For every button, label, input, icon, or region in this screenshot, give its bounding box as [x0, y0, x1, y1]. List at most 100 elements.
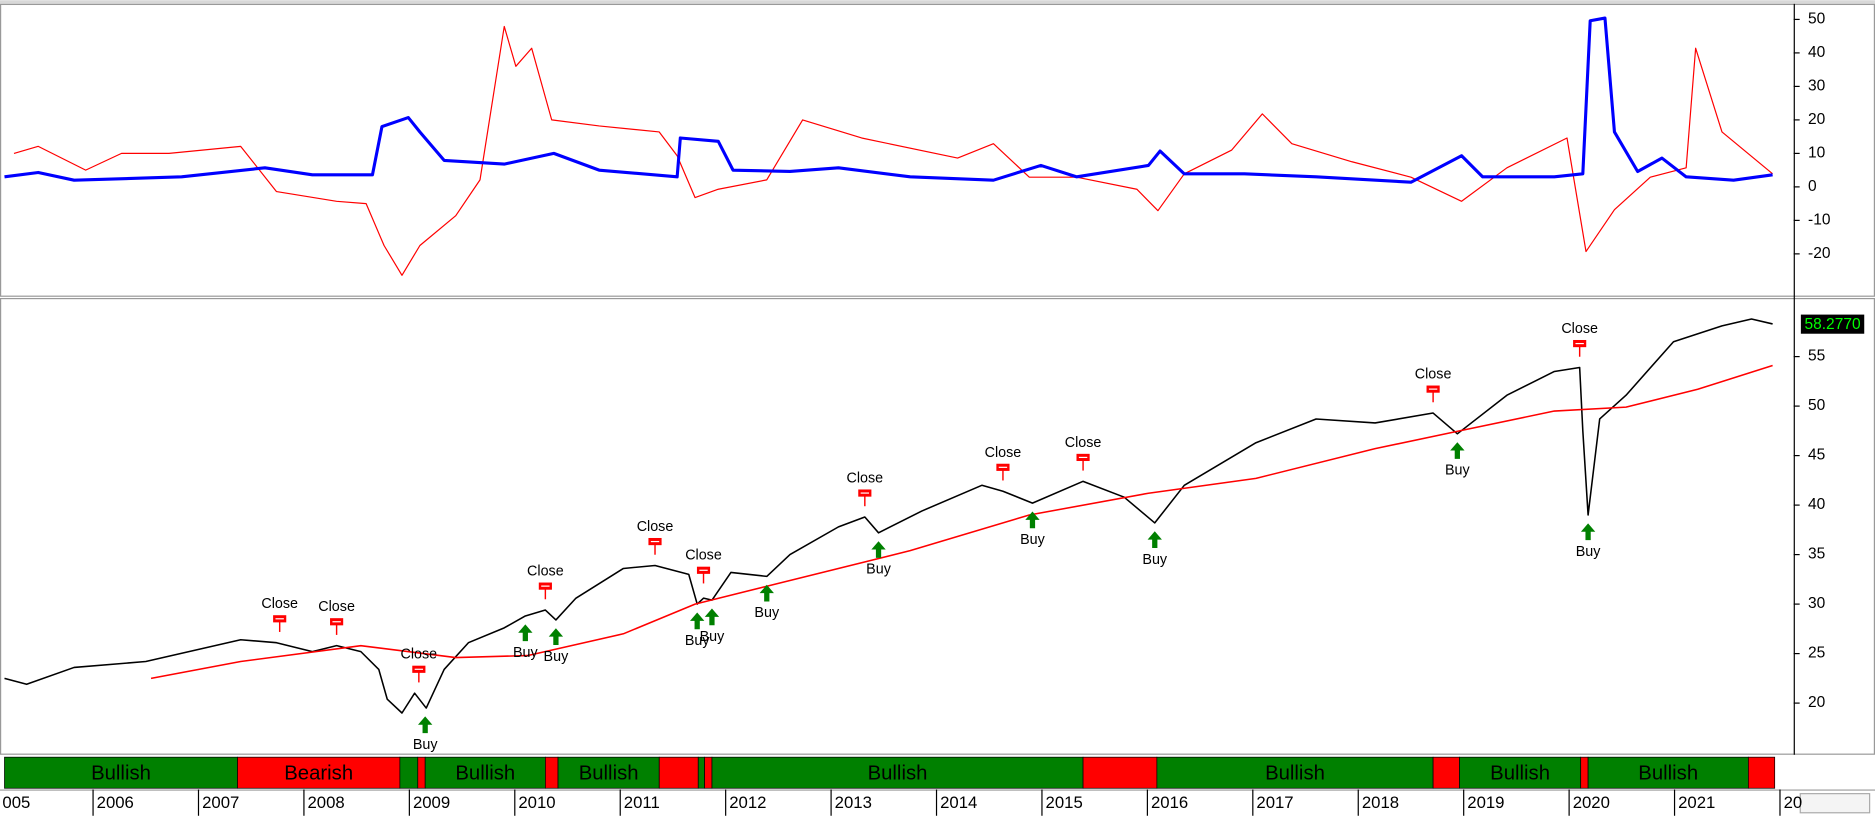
series-group [4, 318, 1773, 714]
scroll-box [1799, 793, 1871, 814]
x-tick-label: 2011 [624, 793, 660, 812]
x-tick-label: 2017 [1256, 793, 1293, 812]
signal-label: Close [261, 596, 298, 612]
signal-label: Buy [544, 649, 570, 665]
top-strip [0, 0, 1875, 4]
series-group [4, 16, 1773, 276]
y-tick-label: -10 [1808, 211, 1831, 228]
signal-label: Buy [413, 737, 439, 753]
regime-label: Bearish [284, 762, 353, 784]
regime-band [1432, 756, 1460, 789]
regime-band [704, 756, 713, 789]
x-tick-label: 2012 [729, 793, 766, 812]
regime-band [557, 756, 660, 789]
regime-label: Bullish [1265, 762, 1325, 784]
signal-label: Buy [1576, 544, 1602, 560]
regime-band [1082, 756, 1158, 789]
regime-label: Bullish [1490, 762, 1550, 784]
buy-arrow [518, 624, 533, 642]
signal-label: Buy [866, 562, 892, 578]
regime-band [697, 756, 705, 789]
series-line [13, 25, 1773, 276]
signal-label: Buy [513, 645, 539, 661]
x-tick-label: 2019 [1467, 793, 1504, 812]
regime-band [399, 756, 419, 789]
x-tick-label: 005 [2, 793, 30, 812]
signal-label: Buy [1020, 532, 1046, 548]
y-tick-label: 25 [1808, 645, 1825, 662]
regime-band [417, 756, 426, 789]
regime-band [1587, 756, 1749, 789]
signal-label: Close [847, 470, 884, 486]
buy-arrow [1450, 442, 1465, 459]
regime-label: Bullish [91, 762, 151, 784]
buy-arrow [759, 584, 774, 602]
regime-band [711, 756, 1084, 789]
y-tick-label: 35 [1808, 546, 1825, 563]
regime-band [1156, 756, 1434, 789]
x-tick-label: 2018 [1362, 793, 1399, 812]
signal-label: Close [527, 564, 564, 580]
x-tick-label: 2009 [413, 793, 450, 812]
y-tick-label: 45 [1808, 447, 1825, 464]
signal-label: Close [401, 647, 438, 663]
signal-label: Buy [1142, 552, 1168, 568]
buy-arrow [548, 628, 564, 646]
regime-band [1459, 756, 1582, 789]
y-tick-label: 50 [1808, 397, 1826, 414]
y-tick-label: 20 [1808, 111, 1826, 128]
regime-band [658, 756, 699, 789]
x-tick-label: 20 [1784, 793, 1803, 812]
regime-label: Bullish [455, 762, 515, 784]
signal-label: Close [985, 445, 1022, 461]
regime-label: Bullish [579, 762, 639, 784]
series-line [4, 16, 1773, 184]
buy-arrow [871, 541, 886, 558]
y-tick-label: 20 [1808, 694, 1826, 711]
y-tick-label: 50 [1808, 11, 1826, 28]
signal-label: Buy [754, 605, 780, 621]
series-line [4, 318, 1773, 714]
signal-label: Close [1415, 367, 1452, 383]
bottom-panel-frame [0, 297, 1875, 755]
y-tick-label: 40 [1808, 496, 1826, 513]
signal-label: Close [1561, 321, 1598, 337]
regime-band [424, 756, 546, 789]
x-tick-label: 2014 [940, 793, 977, 812]
regime-label: Bullish [1638, 762, 1698, 784]
signal-label: Buy [1445, 463, 1471, 479]
y-tick-label: 40 [1808, 44, 1826, 61]
last-value-box [1800, 314, 1865, 334]
x-tick-label: 2020 [1573, 793, 1610, 812]
top-panel-frame [0, 3, 1875, 297]
signal-label: Close [685, 548, 722, 564]
x-tick-label: 2007 [202, 793, 239, 812]
y-tick-label: 10 [1808, 145, 1826, 162]
signal-label: Close [1065, 435, 1102, 451]
y-tick-label: 0 [1808, 178, 1817, 195]
signal-label: Buy [685, 633, 711, 649]
signal-label: Close [318, 599, 355, 615]
y-tick-label: -20 [1808, 245, 1831, 262]
signal-label: Buy [700, 629, 726, 645]
buy-arrow [418, 716, 433, 734]
x-tick-label: 2013 [835, 793, 872, 812]
series-line [150, 364, 1773, 680]
regime-band [4, 756, 238, 789]
x-tick-label: 2015 [1046, 793, 1083, 812]
x-tick-label: 2006 [97, 793, 134, 812]
buy-arrow [1025, 511, 1040, 529]
last-value-label: 58.2770 [1804, 316, 1861, 333]
signal-label: Close [637, 519, 674, 535]
regime-band [1580, 756, 1589, 789]
regime-label: Bullish [868, 762, 928, 784]
regime-band [1747, 756, 1776, 789]
x-tick-label: 2016 [1151, 793, 1188, 812]
x-tick-label: 2021 [1678, 793, 1715, 812]
x-tick-label: 2008 [308, 793, 345, 812]
y-tick-label: 55 [1808, 348, 1825, 365]
y-tick-label: 30 [1808, 78, 1826, 95]
